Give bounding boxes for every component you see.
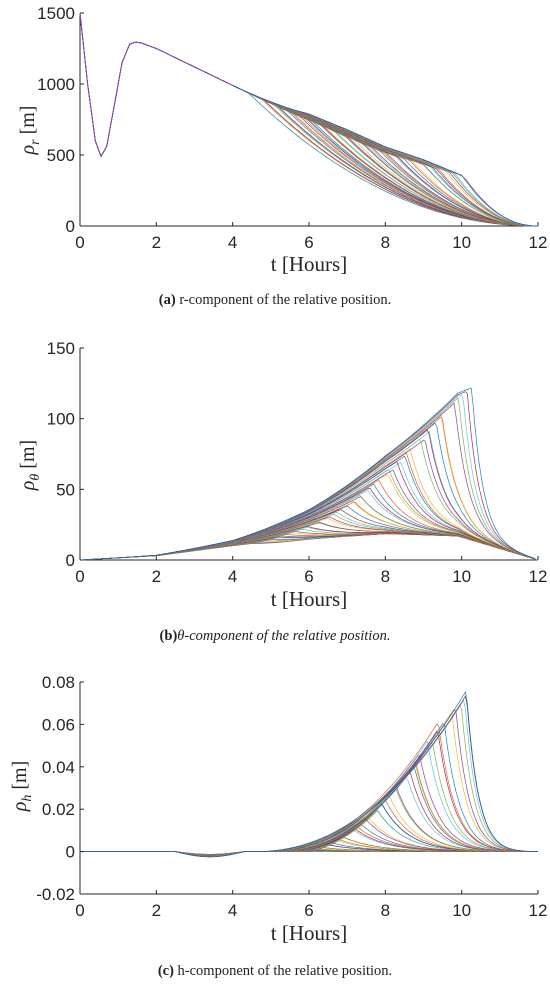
panel-c-series [80, 691, 538, 858]
panel-c-x-axis-label: t [Hours] [271, 921, 347, 945]
panel-a-xticks: 0 2 4 6 8 10 12 [75, 222, 547, 252]
panel-c-xtick-label: 12 [529, 901, 548, 920]
panel-b-series-line [79, 387, 538, 561]
panel-c-xtick-label: 0 [75, 901, 84, 920]
panel-a-xtick-label: 10 [452, 233, 471, 252]
panel-c-ytick-label: -0.02 [36, 885, 75, 904]
panel-c-axes [79, 682, 538, 895]
panel-c-xticks: 0 2 4 6 8 10 12 [75, 890, 547, 920]
panel-b-series [79, 387, 538, 561]
panel-c-yticks: -0.02 0 0.02 0.04 0.06 0.08 [36, 673, 84, 904]
panel-c-ytick-label: 0 [66, 843, 75, 862]
panel-b-ytick-label: 0 [66, 551, 75, 570]
panel-a-ytick-label: 1000 [37, 75, 75, 94]
panel-c-xtick-label: 2 [152, 901, 161, 920]
panel-b-xtick-label: 10 [452, 567, 471, 586]
panel-b-yticks: 0 50 100 150 [47, 339, 84, 570]
panel-b-chart: 0 50 100 150 0 2 4 6 8 10 12 t [Hours] ρθ[m] (b)θ… [17, 339, 547, 644]
panel-c-xtick-label: 4 [228, 901, 237, 920]
panel-c-series-line [80, 723, 538, 857]
panel-a-series [79, 12, 538, 227]
panel-a-xtick-label: 2 [152, 233, 161, 252]
panel-c-series-line [80, 762, 538, 857]
panel-a-series-line [79, 12, 538, 227]
panel-a-xtick-label: 6 [304, 233, 313, 252]
panel-c-ytick-label: 0.06 [42, 715, 75, 734]
panel-a-caption: (a) r-component of the relative position… [159, 292, 391, 308]
panel-b-xtick-label: 4 [228, 567, 237, 586]
panel-c-caption: (c) h-component of the relative position… [158, 963, 392, 979]
panel-a-xtick-label: 4 [228, 233, 237, 252]
panel-c-xtick-label: 6 [304, 901, 313, 920]
panel-b-xtick-label: 2 [152, 567, 161, 586]
panel-a-xtick-label: 0 [75, 233, 84, 252]
panel-b-series-line [79, 448, 538, 561]
panel-a-ytick-label: 1500 [37, 4, 75, 23]
panel-c-series-line [80, 851, 538, 855]
panel-a-xtick-label: 8 [381, 233, 390, 252]
panel-a-xtick-label: 12 [529, 233, 548, 252]
panel-c-series-line [80, 722, 538, 857]
panel-a-common-path-line [79, 12, 233, 157]
panel-b-series-line [79, 489, 538, 561]
panel-b-caption: (b)θ-component of the relative position. [160, 628, 391, 644]
panel-c-xtick-label: 8 [381, 901, 390, 920]
panel-b-series-line [79, 526, 538, 561]
panel-b-series-line [79, 522, 538, 561]
panel-b-xticks: 0 2 4 6 8 10 12 [75, 556, 547, 586]
panel-b-series-line [79, 439, 538, 561]
panel-b-series-line [79, 496, 538, 561]
panel-b-series-line [79, 452, 538, 561]
panel-a-x-axis-label: t [Hours] [271, 252, 347, 276]
panel-a-yticks: 0 500 1000 1500 [37, 4, 84, 236]
panel-c-series-line [80, 691, 538, 858]
panel-a-ytick-label: 500 [47, 146, 75, 165]
panel-a-y-axis-label: ρr[m] [17, 106, 43, 156]
panel-b-y-axis-label: ρθ[m] [17, 440, 43, 491]
panel-b-series-line [79, 438, 538, 561]
panel-c-ytick-label: 0.04 [42, 758, 75, 777]
panel-c-ytick-label: 0.08 [42, 673, 75, 692]
panel-b-ytick-label: 100 [47, 410, 75, 429]
panel-b-x-axis-label: t [Hours] [271, 587, 347, 611]
panel-b-xtick-label: 6 [304, 567, 313, 586]
panel-b-xtick-label: 0 [75, 567, 84, 586]
panel-b-series-line [79, 455, 538, 561]
panel-b-xtick-label: 8 [381, 567, 390, 586]
panel-c-y-axis-label: ρh[m] [9, 761, 35, 813]
panel-a-chart: 0 500 1000 1500 0 2 4 6 8 10 12 t [Hours] ρr[m] (… [17, 4, 547, 308]
panel-b-series-line [79, 429, 538, 561]
panel-b-ytick-label: 50 [56, 480, 75, 499]
panel-a-ytick-label: 0 [66, 217, 75, 236]
panel-b-ytick-label: 150 [47, 339, 75, 358]
panel-c-xtick-label: 10 [452, 901, 471, 920]
panel-b-xtick-label: 12 [529, 567, 548, 586]
panel-c-series-line [80, 713, 538, 857]
panel-c-ytick-label: 0.02 [42, 800, 75, 819]
